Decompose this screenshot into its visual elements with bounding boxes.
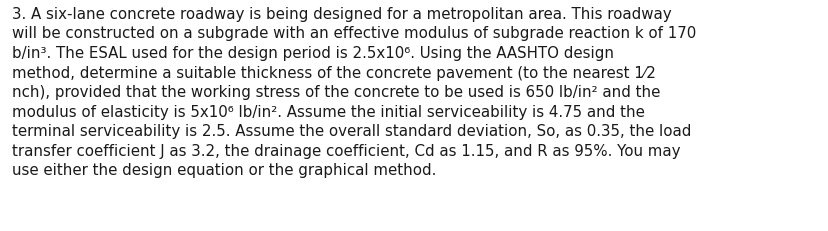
Text: 3. A six-lane concrete roadway is being designed for a metropolitan area. This r: 3. A six-lane concrete roadway is being … [12, 7, 696, 178]
